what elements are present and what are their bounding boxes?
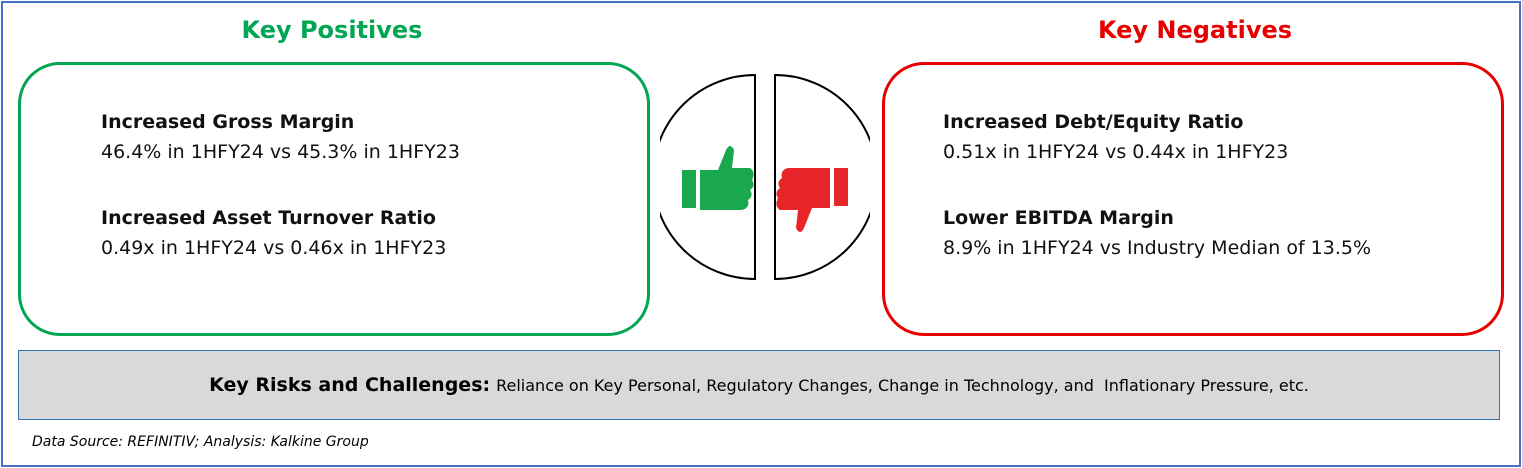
text: 0.51x in 1HFY24 vs 0.44x in 1HFY23 (943, 141, 1289, 163)
text: 8.9% in 1HFY24 vs Industry Median of 13.… (943, 237, 1372, 259)
text: 0.49x in 1HFY24 vs 0.46x in 1HFY23 (101, 237, 447, 259)
text: 46.4% in 1HFY24 vs 45.3% in 1HFY23 (101, 141, 460, 163)
item: Increased Asset Turnover Ratio 0.49x in 1… (101, 207, 446, 259)
thumbs-icon (660, 73, 870, 281)
thumb-down (776, 168, 848, 232)
heading: Increased Gross Margin (101, 111, 355, 133)
heading: Increased Debt/Equity Ratio (943, 111, 1244, 133)
negatives-title: Key Negatives (1097, 16, 1293, 44)
item: Increased Debt/Equity Ratio 0.51x in 1HFY… (943, 111, 1288, 163)
item: Increased Gross Margin 46.4% in 1HFY24 vs… (101, 111, 460, 163)
footer: Data Source: REFINITIV; Analysis: Kalkin… (32, 434, 369, 450)
heading: Lower EBITDA Margin (943, 207, 1174, 229)
item: Lower EBITDA Margin 8.9% in 1HFY24 vs Ind… (943, 207, 1371, 259)
positives-box: Increased Gross Margin 46.4% in 1HFY24 vs… (18, 62, 650, 336)
risks-text: Reliance on Key Personal, Regulatory Cha… (496, 375, 1309, 395)
thumb-up (682, 146, 754, 210)
risks-bar: Key Risks and Challenges: Reliance on Key… (18, 350, 1500, 420)
heading: Increased Asset Turnover Ratio (101, 207, 436, 229)
risks-label: Key Risks and Challenges: (209, 374, 491, 396)
negatives-box: Increased Debt/Equity Ratio 0.51x in 1HFY… (882, 62, 1504, 336)
positives-title: Key Positives (241, 16, 423, 44)
